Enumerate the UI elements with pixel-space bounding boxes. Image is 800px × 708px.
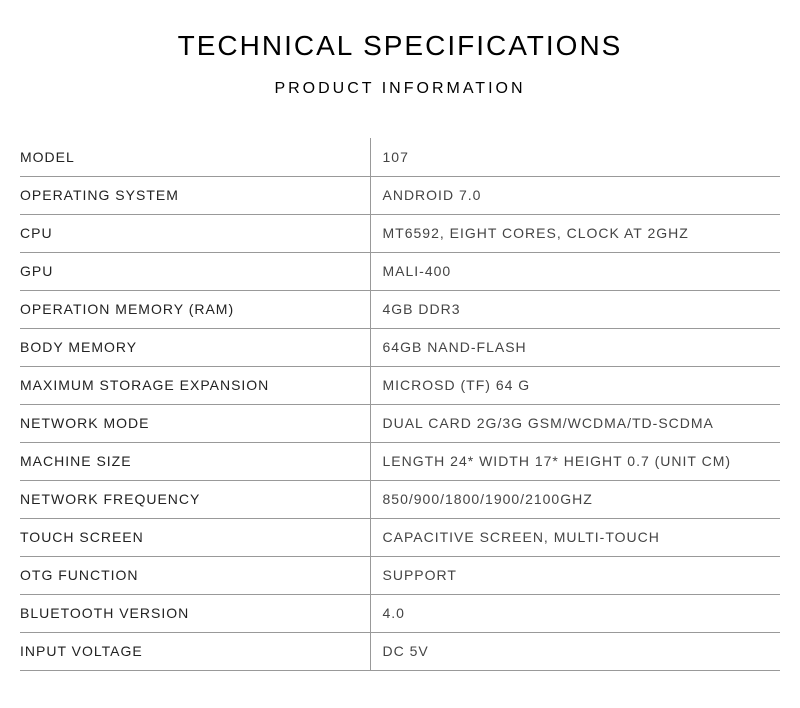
table-row: INPUT VOLTAGE DC 5V (20, 632, 780, 670)
spec-label: NETWORK FREQUENCY (20, 480, 370, 518)
spec-label: OPERATION MEMORY (RAM) (20, 290, 370, 328)
table-row: BODY MEMORY 64GB NAND-FLASH (20, 328, 780, 366)
specifications-tbody: MODEL 107 OPERATING SYSTEM ANDROID 7.0 C… (20, 138, 780, 670)
spec-label: MAXIMUM STORAGE EXPANSION (20, 366, 370, 404)
spec-value: DUAL CARD 2G/3G GSM/WCDMA/TD-SCDMA (370, 404, 780, 442)
table-row: NETWORK MODE DUAL CARD 2G/3G GSM/WCDMA/T… (20, 404, 780, 442)
spec-value: 4.0 (370, 594, 780, 632)
table-row: OPERATING SYSTEM ANDROID 7.0 (20, 176, 780, 214)
spec-label: INPUT VOLTAGE (20, 632, 370, 670)
page-title: TECHNICAL SPECIFICATIONS (20, 30, 780, 62)
spec-label: GPU (20, 252, 370, 290)
table-row: CPU MT6592, EIGHT CORES, CLOCK AT 2GHZ (20, 214, 780, 252)
spec-value: 4GB DDR3 (370, 290, 780, 328)
specifications-table: MODEL 107 OPERATING SYSTEM ANDROID 7.0 C… (20, 138, 780, 671)
table-row: MACHINE SIZE LENGTH 24* WIDTH 17* HEIGHT… (20, 442, 780, 480)
spec-value: SUPPORT (370, 556, 780, 594)
table-row: BLUETOOTH VERSION 4.0 (20, 594, 780, 632)
spec-label: TOUCH SCREEN (20, 518, 370, 556)
spec-label: NETWORK MODE (20, 404, 370, 442)
table-row: TOUCH SCREEN CAPACITIVE SCREEN, MULTI-TO… (20, 518, 780, 556)
spec-value: 107 (370, 138, 780, 176)
spec-label: BODY MEMORY (20, 328, 370, 366)
table-row: NETWORK FREQUENCY 850/900/1800/1900/2100… (20, 480, 780, 518)
spec-label: OPERATING SYSTEM (20, 176, 370, 214)
spec-value: MICROSD (TF) 64 G (370, 366, 780, 404)
table-row: GPU MALI-400 (20, 252, 780, 290)
spec-value: MALI-400 (370, 252, 780, 290)
spec-value: CAPACITIVE SCREEN, MULTI-TOUCH (370, 518, 780, 556)
page-subtitle: PRODUCT INFORMATION (20, 80, 780, 98)
spec-value: 64GB NAND-FLASH (370, 328, 780, 366)
spec-label: BLUETOOTH VERSION (20, 594, 370, 632)
spec-value: 850/900/1800/1900/2100GHZ (370, 480, 780, 518)
spec-label: CPU (20, 214, 370, 252)
table-row: OPERATION MEMORY (RAM) 4GB DDR3 (20, 290, 780, 328)
table-row: OTG FUNCTION SUPPORT (20, 556, 780, 594)
table-row: MAXIMUM STORAGE EXPANSION MICROSD (TF) 6… (20, 366, 780, 404)
spec-value: LENGTH 24* WIDTH 17* HEIGHT 0.7 (UNIT CM… (370, 442, 780, 480)
spec-value: ANDROID 7.0 (370, 176, 780, 214)
spec-label: OTG FUNCTION (20, 556, 370, 594)
spec-label: MODEL (20, 138, 370, 176)
spec-value: MT6592, EIGHT CORES, CLOCK AT 2GHZ (370, 214, 780, 252)
table-row: MODEL 107 (20, 138, 780, 176)
spec-label: MACHINE SIZE (20, 442, 370, 480)
spec-value: DC 5V (370, 632, 780, 670)
